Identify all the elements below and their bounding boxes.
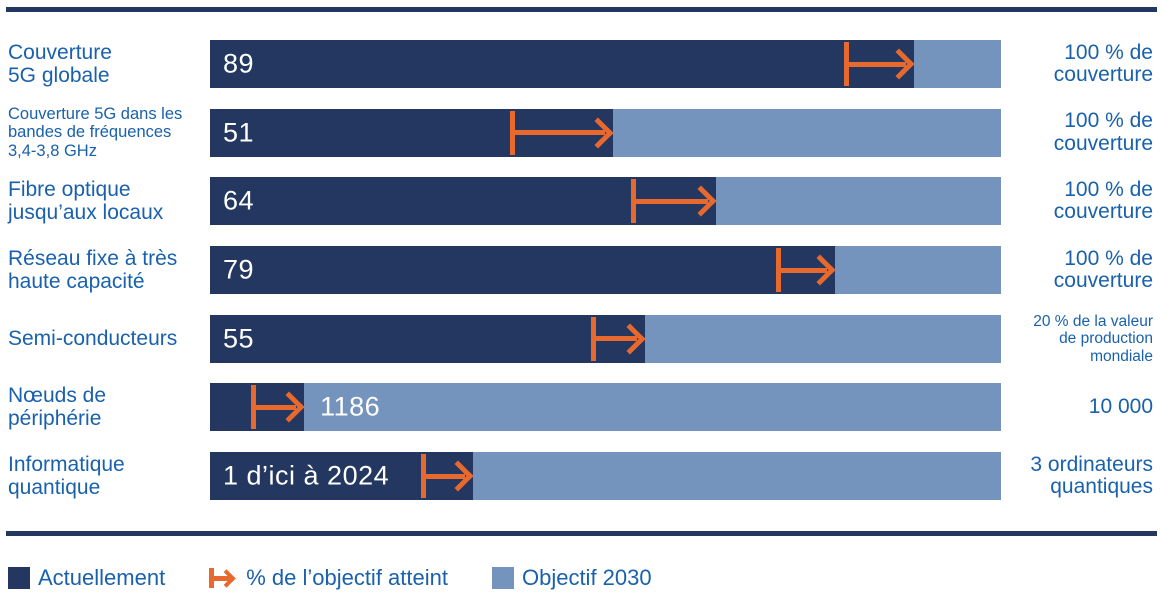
chart-row: Semi-conducteurs 55 20 % de la valeur de … [0,312,1163,365]
objective-bar: 89 [210,40,1001,88]
current-bar [210,246,835,295]
value-label: 89 [223,48,255,79]
legend-item-objective: Objectif 2030 [491,565,652,591]
target-label: 3 ordinateurs quantiques [1030,452,1153,499]
value-label: 1 d’ici à 2024 [223,460,390,491]
legend-label-current: Actuellement [38,565,166,590]
value-label: 64 [223,185,255,216]
row-label: Nœuds de périphérie [8,384,107,431]
objective-bar: 1186 [210,383,1001,432]
progress-arrow-icon [209,566,239,590]
arrow-shaft [252,404,297,410]
target-label: 100 % de couverture [1053,109,1153,155]
chart-rows: Couverture 5G globale 89 100 % de couvertu… [0,40,1163,501]
legend-item-progress: % de l’objectif atteint [209,565,448,591]
target-label: 10 000 [1088,395,1153,419]
legend-item-current: Actuellement [8,565,165,591]
chart-row: Réseau fixe à très haute capacité 79 100 … [0,246,1163,295]
chart-row: Couverture 5G globale 89 100 % de couvertu… [0,40,1163,88]
chart-row: Fibre optique jusqu’aux locaux 64 100 % d… [0,177,1163,226]
arrow-shaft [777,267,827,273]
value-label: 55 [223,323,255,354]
legend-label-objective: Objectif 2030 [521,565,652,590]
row-label: Informatique quantique [8,453,125,500]
chart-row: Nœuds de périphérie 1186 10 000 [0,383,1163,432]
value-label: 79 [223,254,255,285]
row-label: Couverture 5G dans les bandes de fréquenc… [8,104,183,160]
objective-bar: 51 [210,108,1001,157]
objective-bar: 55 [210,314,1001,363]
legend: Actuellement % de l’objectif atteint Obj… [8,565,652,591]
row-label: Fibre optique jusqu’aux locaux [8,178,164,225]
value-label: 51 [223,117,255,148]
chart-row: Couverture 5G dans les bandes de fréquenc… [0,105,1163,160]
arrow-shaft [633,198,709,204]
arrow-shaft [512,130,606,136]
objective-swatch-icon [491,567,514,589]
current-swatch-icon [8,567,30,589]
objective-bar: 64 [210,177,1001,226]
row-label: Semi-conducteurs [8,327,178,351]
top-divider [6,7,1157,12]
arrow-shaft [845,61,906,67]
current-bar [210,314,646,363]
row-label: Réseau fixe à très haute capacité [8,247,178,294]
target-label: 20 % de la valeur de production mondiale [1033,312,1153,365]
target-label: 100 % de couverture [1053,246,1153,293]
row-label: Couverture 5G globale [8,41,112,87]
objective-bar: 79 [210,246,1001,295]
value-label: 1186 [320,391,381,422]
target-label: 100 % de couverture [1053,40,1153,86]
chart-row: Informatique quantique 1 d’ici à 2024 3 o… [0,452,1163,501]
current-bar [210,40,914,88]
arrow-shaft [592,336,638,342]
legend-label-progress: % de l’objectif atteint [246,565,448,590]
objective-bar: 1 d’ici à 2024 [210,452,1001,501]
target-label: 100 % de couverture [1053,177,1153,224]
bottom-divider [6,531,1157,536]
arrow-shaft [422,473,466,479]
